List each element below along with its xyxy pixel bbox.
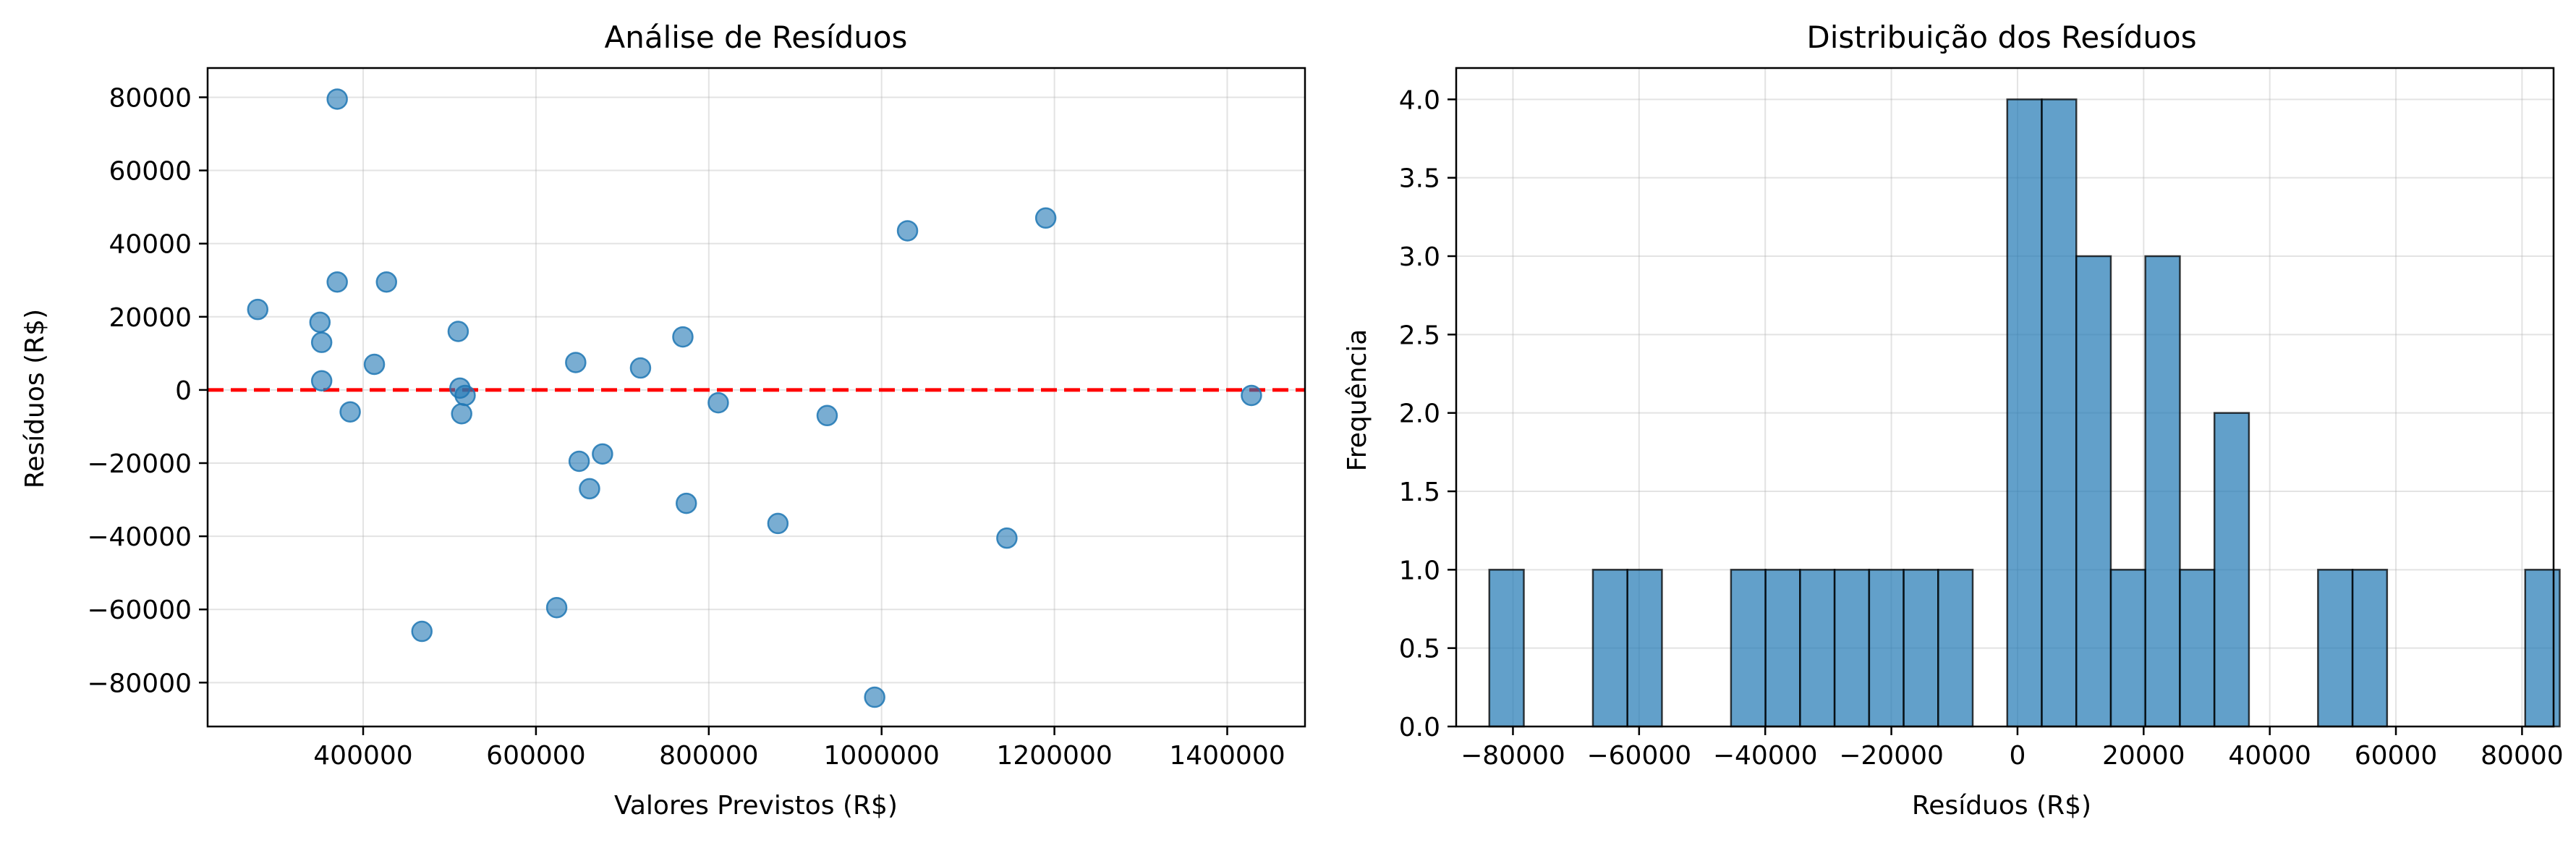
scatter-y-tick-label: 60000 [109, 157, 192, 187]
residual-point [767, 512, 789, 535]
histogram-x-tick-label: −20000 [1839, 741, 1944, 771]
histogram-y-tick-label: 0.0 [1399, 713, 1440, 742]
histogram-ticks: −80000 −60000 −40000 −20000 0 20000 40000 60000… [1399, 85, 2564, 771]
residual-point [339, 401, 361, 423]
residual-point [310, 370, 333, 391]
histogram-bar [1591, 569, 1628, 728]
scatter-y-tick-label: 0 [175, 376, 192, 406]
residual-point [363, 353, 386, 376]
scatter-points [247, 88, 1262, 708]
histogram-bar [2109, 569, 2146, 728]
histogram-y-tick-label: 1.0 [1399, 556, 1440, 585]
residual-point [592, 443, 613, 465]
residual-point [1241, 384, 1262, 407]
residual-point [707, 391, 729, 414]
histogram-bar [2179, 569, 2216, 728]
residuals-histogram-panel: Distribuição dos Resíduos Resíduos (R$) … [1343, 20, 2564, 821]
residual-point [247, 298, 269, 321]
histogram-title: Distribuição dos Resíduos [1806, 20, 2196, 55]
residual-point [447, 321, 469, 342]
histogram-bar [1833, 569, 1871, 728]
histogram-x-axis-label: Resíduos (R$) [1912, 791, 2091, 821]
scatter-y-axis-label: Resíduos (R$) [20, 309, 50, 488]
histogram-bar [1730, 569, 1767, 728]
scatter-y-tick-label: −20000 [87, 449, 192, 479]
histogram-bar [1799, 569, 1836, 728]
scatter-x-tick-label: 1200000 [996, 741, 1112, 771]
histogram-plot-frame [1455, 67, 2555, 728]
histogram-bar [1626, 569, 1663, 728]
scatter-title: Análise de Resíduos [605, 20, 908, 55]
residual-point [675, 492, 697, 514]
histogram-y-tick-label: 2.5 [1399, 321, 1440, 350]
residual-point [309, 311, 331, 334]
scatter-y-tick-label: 40000 [109, 230, 192, 260]
histogram-bar [2144, 255, 2181, 728]
residuals-scatter-panel: Análise de Resíduos Valores Previstos (R… [20, 20, 1306, 821]
residual-point [451, 403, 472, 425]
histogram-bar [2075, 255, 2112, 728]
residual-point [996, 527, 1018, 549]
scatter-x-tick-label: 1000000 [824, 741, 940, 771]
scatter-y-tick-label: −80000 [87, 669, 192, 698]
scatter-y-tick-label: 80000 [109, 83, 192, 113]
histogram-x-tick-label: 60000 [2355, 741, 2438, 771]
histogram-x-tick-label: 20000 [2102, 741, 2185, 771]
residual-point [326, 88, 348, 110]
histogram-y-tick-label: 3.0 [1399, 242, 1440, 272]
scatter-y-tick-label: −40000 [87, 522, 192, 552]
residual-point [326, 271, 348, 293]
residual-point [454, 384, 476, 407]
histogram-bars [1488, 98, 2561, 728]
residual-point [545, 596, 568, 619]
residual-point [565, 352, 587, 373]
histogram-bar [2006, 98, 2043, 728]
residual-point [629, 357, 652, 379]
residual-point [375, 271, 398, 293]
histogram-x-tick-label: 80000 [2481, 741, 2564, 771]
residual-point [672, 326, 694, 348]
residual-point [816, 404, 838, 427]
histogram-x-tick-label: −80000 [1461, 741, 1565, 771]
histogram-bar [2213, 412, 2250, 728]
residual-point [310, 331, 333, 353]
residual-point [864, 686, 885, 708]
residual-point [568, 450, 590, 473]
histogram-y-tick-label: 4.0 [1399, 85, 1440, 115]
residual-point [411, 620, 433, 643]
histogram-bar [1764, 569, 1801, 728]
scatter-y-tick-label: −60000 [87, 596, 192, 625]
histogram-x-tick-label: 40000 [2228, 741, 2311, 771]
scatter-y-tick-label: 20000 [109, 303, 192, 333]
residual-point [1034, 207, 1057, 229]
scatter-x-axis-label: Valores Previstos (R$) [614, 791, 898, 821]
residual-point [579, 478, 600, 500]
histogram-bar [1868, 569, 1905, 728]
histogram-y-tick-label: 3.5 [1399, 164, 1440, 194]
histogram-bar [1903, 569, 1939, 728]
residual-point [896, 220, 919, 242]
scatter-x-tick-label: 800000 [659, 741, 758, 771]
histogram-bar [1937, 569, 1974, 728]
histogram-x-tick-label: −40000 [1713, 741, 1818, 771]
histogram-y-tick-label: 0.5 [1399, 635, 1440, 664]
histogram-bar [2317, 569, 2354, 728]
scatter-plot-frame [206, 67, 1306, 728]
histogram-y-tick-label: 1.5 [1399, 478, 1440, 507]
histogram-x-tick-label: 0 [2009, 741, 2025, 771]
histogram-y-axis-label: Frequência [1343, 329, 1372, 472]
histogram-bar [2041, 98, 2078, 728]
scatter-x-tick-label: 1400000 [1169, 741, 1285, 771]
scatter-x-tick-label: 400000 [313, 741, 412, 771]
histogram-bar [2351, 569, 2389, 728]
scatter-ticks: 400000 600000 800000 1000000 1200000 1400000−… [87, 83, 1285, 771]
histogram-x-tick-label: −60000 [1586, 741, 1691, 771]
histogram-y-tick-label: 2.0 [1399, 399, 1440, 429]
histogram-bar [1488, 569, 1525, 728]
scatter-x-tick-label: 600000 [486, 741, 585, 771]
histogram-bar [2524, 569, 2561, 728]
